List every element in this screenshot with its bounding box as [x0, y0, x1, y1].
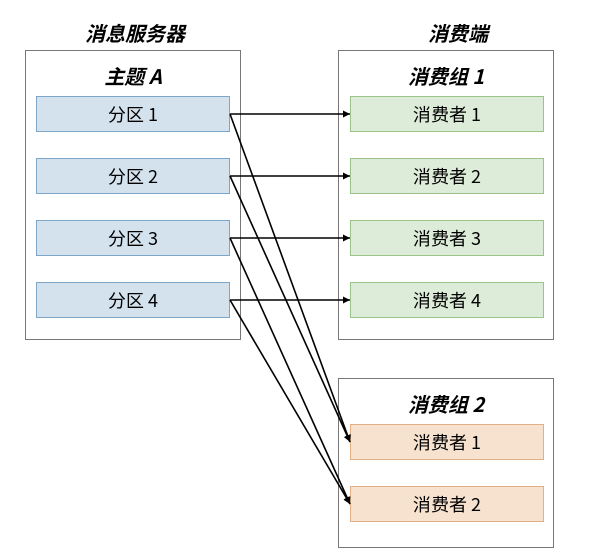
- node-label: 消费者 1: [413, 429, 481, 455]
- panel-group-2: 消费组 2: [338, 378, 554, 548]
- consumer-node: 消费者 2: [350, 158, 544, 194]
- header-consumer-label: 消费端: [428, 18, 488, 47]
- node-label: 消费者 1: [413, 101, 481, 127]
- header-server-label: 消息服务器: [85, 18, 185, 47]
- partition-node: 分区 1: [36, 96, 230, 132]
- partition-node: 分区 4: [36, 282, 230, 318]
- node-label: 分区 2: [108, 163, 158, 189]
- node-label: 消费者 3: [413, 225, 481, 251]
- node-label: 消费者 2: [413, 163, 481, 189]
- panel-title-group-2: 消费组 2: [339, 389, 553, 418]
- consumer-node: 消费者 2: [350, 486, 544, 522]
- consumer-node: 消费者 4: [350, 282, 544, 318]
- node-label: 分区 4: [108, 287, 158, 313]
- panel-title-topic-a: 主题 A: [26, 61, 240, 90]
- node-label: 分区 3: [108, 225, 158, 251]
- node-label: 分区 1: [108, 101, 158, 127]
- consumer-node: 消费者 1: [350, 96, 544, 132]
- node-label: 消费者 2: [413, 491, 481, 517]
- partition-node: 分区 3: [36, 220, 230, 256]
- panel-title-group-1: 消费组 1: [339, 61, 553, 90]
- diagram-stage: 消息服务器 消费端 主题 A 消费组 1 消费组 2 分区 1 分区 2 分区 …: [0, 0, 600, 553]
- consumer-node: 消费者 1: [350, 424, 544, 460]
- partition-node: 分区 2: [36, 158, 230, 194]
- node-label: 消费者 4: [413, 287, 481, 313]
- consumer-node: 消费者 3: [350, 220, 544, 256]
